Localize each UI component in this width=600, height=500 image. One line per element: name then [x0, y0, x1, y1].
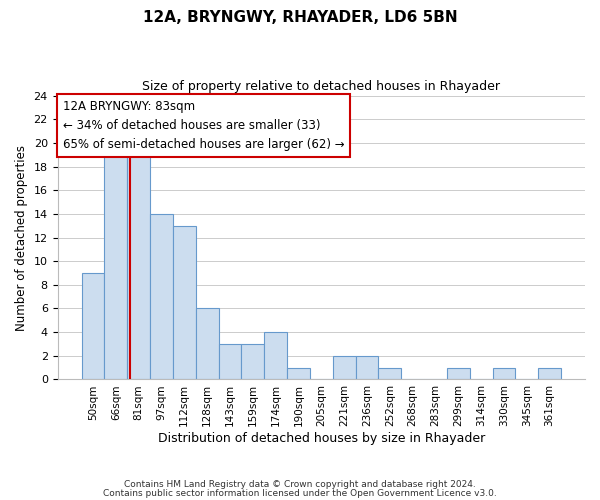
Bar: [264, 332, 287, 380]
Bar: [356, 356, 379, 380]
Text: 12A BRYNGWY: 83sqm
← 34% of detached houses are smaller (33)
65% of semi-detache: 12A BRYNGWY: 83sqm ← 34% of detached hou…: [63, 100, 344, 151]
Bar: [218, 344, 241, 380]
Bar: [332, 356, 356, 380]
Bar: [379, 368, 401, 380]
Bar: [173, 226, 196, 380]
Y-axis label: Number of detached properties: Number of detached properties: [15, 144, 28, 330]
Text: Contains HM Land Registry data © Crown copyright and database right 2024.: Contains HM Land Registry data © Crown c…: [124, 480, 476, 489]
Bar: [150, 214, 173, 380]
Text: 12A, BRYNGWY, RHAYADER, LD6 5BN: 12A, BRYNGWY, RHAYADER, LD6 5BN: [143, 10, 457, 25]
Text: Contains public sector information licensed under the Open Government Licence v3: Contains public sector information licen…: [103, 488, 497, 498]
Bar: [538, 368, 561, 380]
Bar: [127, 143, 150, 380]
X-axis label: Distribution of detached houses by size in Rhayader: Distribution of detached houses by size …: [158, 432, 485, 445]
Bar: [493, 368, 515, 380]
Bar: [104, 154, 127, 380]
Title: Size of property relative to detached houses in Rhayader: Size of property relative to detached ho…: [142, 80, 500, 93]
Bar: [287, 368, 310, 380]
Bar: [241, 344, 264, 380]
Bar: [447, 368, 470, 380]
Bar: [196, 308, 218, 380]
Bar: [82, 273, 104, 380]
